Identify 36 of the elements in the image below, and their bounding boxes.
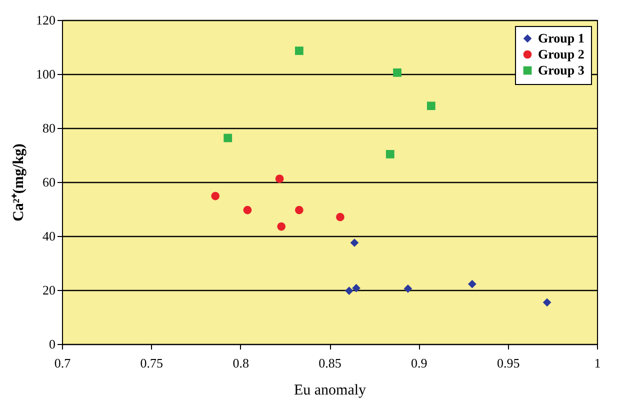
point — [352, 284, 360, 292]
point — [277, 222, 286, 231]
point — [211, 192, 220, 200]
x-tick-label: 0.85 — [318, 356, 342, 370]
y-tick-label: 20 — [42, 282, 56, 298]
point — [350, 238, 359, 247]
x-tick-label: 0.9 — [411, 356, 428, 370]
point — [344, 286, 354, 295]
point — [295, 46, 304, 55]
point — [393, 68, 402, 77]
y-tick-label: 40 — [42, 228, 56, 244]
x-tick-label: 0.7 — [54, 356, 72, 370]
legend-label: Group 3 — [538, 62, 585, 78]
legend-label: Group 1 — [538, 30, 584, 46]
point — [404, 284, 412, 293]
y-tick-label: 120 — [36, 12, 56, 28]
point — [336, 212, 344, 222]
legend-label: Group 2 — [538, 46, 584, 62]
x-tick-label: 1 — [594, 356, 601, 370]
point — [386, 150, 394, 158]
point — [542, 298, 552, 307]
point — [295, 206, 304, 214]
point — [426, 102, 436, 110]
y-tick-label: 100 — [36, 66, 56, 82]
x-tick-label: 0.95 — [496, 356, 520, 370]
point — [468, 280, 476, 288]
x-tick-label: 0.8 — [232, 356, 249, 370]
point — [275, 174, 284, 183]
y-tick-label: 60 — [42, 174, 56, 190]
y-tick-label: 80 — [42, 120, 56, 136]
y-tick-label: 0 — [49, 336, 56, 352]
point — [224, 134, 232, 142]
x-axis-title: Eu anomaly — [294, 382, 367, 398]
y-axis-title: Ca²⁺(mg/kg) — [11, 144, 27, 222]
point — [243, 206, 252, 214]
x-tick-label: 0.75 — [140, 356, 164, 370]
